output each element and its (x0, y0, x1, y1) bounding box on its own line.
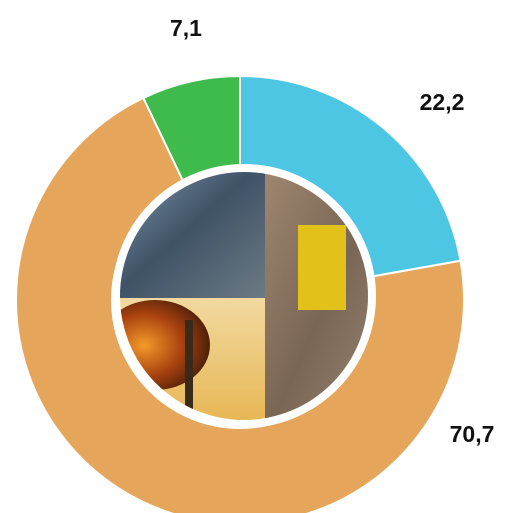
photo-machine (298, 225, 346, 310)
data-label: 22,2 (420, 89, 465, 115)
data-label: 7,1 (170, 15, 202, 41)
donut (15, 74, 465, 513)
data-label: 70,7 (450, 421, 495, 447)
photo-chimney (185, 320, 193, 420)
